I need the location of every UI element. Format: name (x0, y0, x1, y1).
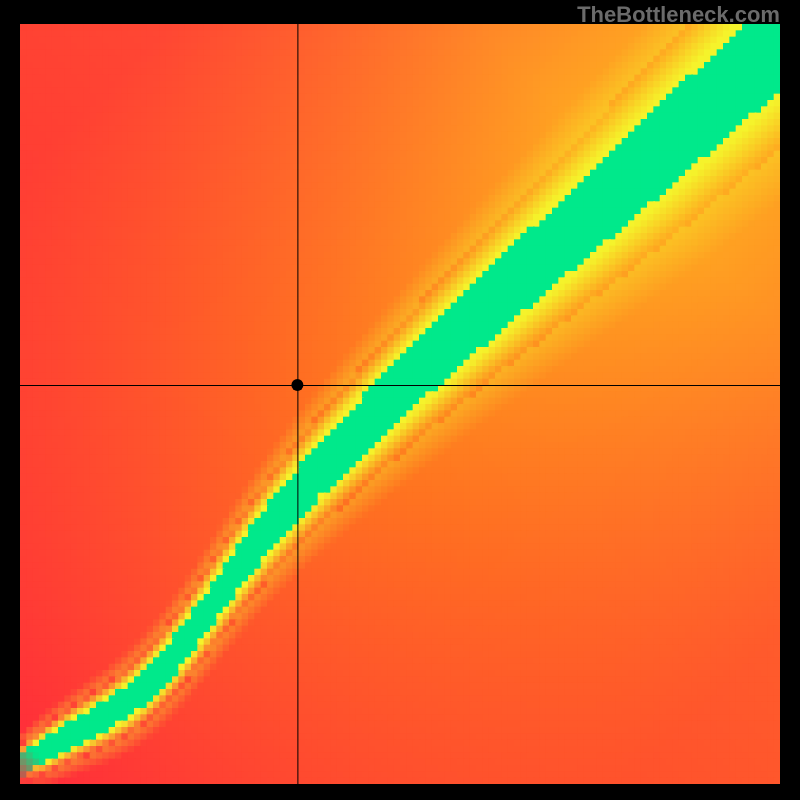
watermark-text: TheBottleneck.com (577, 2, 780, 28)
chart-container: TheBottleneck.com (0, 0, 800, 800)
bottleneck-heatmap (20, 24, 780, 784)
